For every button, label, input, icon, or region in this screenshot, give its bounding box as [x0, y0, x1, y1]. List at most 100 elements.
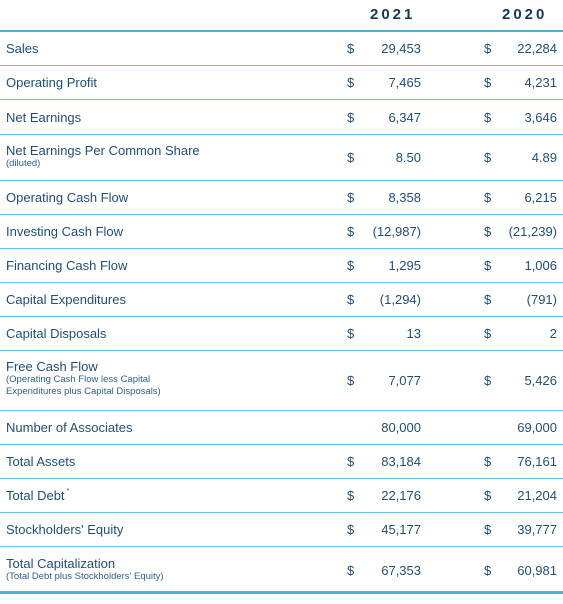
currency-symbol: $ [347, 373, 355, 388]
value-2020: 22,284 [517, 41, 557, 56]
table-row: Capital Expenditures $ (1,294) $ (791) [0, 283, 563, 317]
row-label: Operating Profit [6, 75, 97, 90]
value-2020: 4,231 [524, 75, 557, 90]
currency-symbol: $ [484, 190, 492, 205]
currency-symbol: $ [347, 292, 355, 307]
value-2021: 80,000 [381, 420, 421, 435]
value-2021: 13 [406, 326, 421, 341]
currency-symbol: $ [484, 150, 492, 165]
value-2020: 60,981 [517, 563, 557, 578]
row-label: Financing Cash Flow [6, 258, 127, 273]
header-divider [0, 30, 563, 32]
row-label: Investing Cash Flow [6, 224, 123, 239]
currency-symbol: $ [347, 190, 355, 205]
value-2021: 7,077 [388, 373, 421, 388]
row-label-text: Financing Cash Flow [6, 258, 128, 273]
value-2020: 21,204 [517, 488, 557, 503]
table-row: Net Earnings $6,347 $3,646 [0, 100, 563, 135]
table-header: 2021 2020 [0, 0, 563, 30]
value-2020: 1,006 [524, 258, 557, 273]
table-row: Total Assets $83,184 $76,161 [0, 445, 563, 479]
currency-symbol: $ [347, 258, 355, 273]
table-row: Sales $29,453 $22,284 [0, 32, 563, 66]
value-2021: 8,358 [388, 190, 421, 205]
table-row: Operating Cash Flow $8,358 $6,215 [0, 181, 563, 215]
row-label-text: Operating Profit [6, 75, 98, 90]
row-label-text: Capital Disposals [6, 326, 107, 341]
row-sublabel: (Operating Cash Flow less Capital Expend… [6, 374, 161, 397]
table-row: Financing Cash Flow $1,295 $1,006 [0, 249, 563, 283]
currency-symbol: $ [347, 41, 355, 56]
row-label: Free Cash Flow (Operating Cash Flow less … [6, 359, 186, 398]
row-label-text: Number of Associates [6, 420, 133, 435]
year-2020-header: 2020 [502, 6, 548, 23]
row-label-text: Net Earnings Per Common Share [6, 143, 200, 158]
currency-symbol: $ [347, 150, 355, 165]
row-label: Capital Expenditures [6, 292, 126, 307]
currency-symbol: $ [484, 110, 492, 125]
currency-symbol: $ [484, 454, 492, 469]
currency-symbol: $ [484, 488, 492, 503]
row-label: Total Debt * [6, 488, 69, 503]
currency-symbol: $ [484, 75, 492, 90]
row-label: Stockholders' Equity [6, 522, 123, 537]
value-2020: 6,215 [524, 190, 557, 205]
value-2021: 6,347 [388, 110, 421, 125]
currency-symbol: $ [347, 522, 355, 537]
value-2020: 39,777 [517, 522, 557, 537]
table-row: Total Debt * $22,176 $21,204 [0, 479, 563, 513]
row-label-text: Total Capitalization [6, 556, 116, 571]
footnote-marker: * [66, 488, 70, 495]
currency-symbol: $ [484, 258, 492, 273]
value-2021: 8.50 [395, 150, 421, 165]
row-label: Operating Cash Flow [6, 190, 128, 205]
currency-symbol: $ [484, 292, 492, 307]
year-2021-header: 2021 [370, 6, 416, 23]
value-2021: (1,294) [379, 292, 421, 307]
currency-symbol: $ [347, 488, 355, 503]
row-label: Total Assets [6, 454, 75, 469]
table-row: Investing Cash Flow $ (12,987) $ (21,239) [0, 215, 563, 249]
currency-symbol: $ [484, 373, 492, 388]
value-2021: 45,177 [381, 522, 421, 537]
currency-symbol: $ [484, 326, 492, 341]
currency-symbol: $ [347, 224, 355, 239]
row-label-text: Free Cash Flow [6, 359, 98, 374]
row-label-text: Capital Expenditures [6, 292, 126, 307]
currency-symbol: $ [347, 454, 355, 469]
row-label: Sales [6, 41, 39, 56]
financial-highlights-table: Sales $29,453 $22,284 Operating Profit $7,46… [0, 32, 563, 594]
table-row: Stockholders' Equity $45,177 $39,777 [0, 513, 563, 547]
value-2020: 5,426 [524, 373, 557, 388]
currency-symbol: $ [484, 522, 492, 537]
value-2020: 2 [549, 326, 557, 341]
value-2021: 29,453 [381, 41, 421, 56]
table-row: Capital Disposals $13 $2 [0, 317, 563, 351]
row-sublabel: (diluted) [6, 158, 41, 169]
value-2020: 3,646 [524, 110, 557, 125]
value-2021: 1,295 [388, 258, 421, 273]
value-2020: 4.89 [531, 150, 557, 165]
value-2021: 7,465 [388, 75, 421, 90]
value-2021: 67,353 [381, 563, 421, 578]
row-label: Total Capitalization (Total Debt plus Sto… [6, 556, 164, 583]
row-label-text: Investing Cash Flow [6, 224, 124, 239]
row-label: Number of Associates [6, 420, 132, 435]
value-2020: 69,000 [517, 420, 557, 435]
currency-symbol: $ [484, 224, 492, 239]
currency-symbol: $ [484, 563, 492, 578]
row-label: Capital Disposals [6, 326, 106, 341]
table-row: Number of Associates 80,000 69,000 [0, 411, 563, 445]
row-label-text: Stockholders' Equity [6, 522, 124, 537]
table-row: Net Earnings Per Common Share (diluted) $8… [0, 135, 563, 181]
value-2021: 83,184 [381, 454, 421, 469]
currency-symbol: $ [484, 41, 492, 56]
row-label: Net Earnings [6, 110, 81, 125]
row-label-text: Total Assets [6, 454, 76, 469]
table-row: Total Capitalization (Total Debt plus Sto… [0, 547, 563, 594]
row-label-text: Operating Cash Flow [6, 190, 129, 205]
row-label: Net Earnings Per Common Share (diluted) [6, 143, 200, 170]
currency-symbol: $ [347, 326, 355, 341]
currency-symbol: $ [347, 75, 355, 90]
currency-symbol: $ [347, 563, 355, 578]
